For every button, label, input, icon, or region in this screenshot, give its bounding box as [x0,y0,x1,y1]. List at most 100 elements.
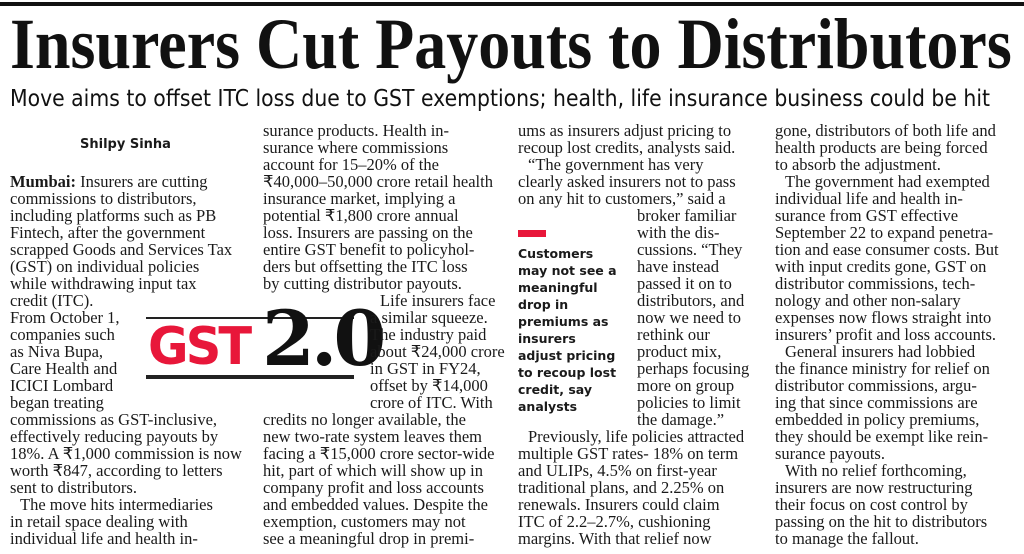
article-line: potential ₹1,800 crore annual [263,206,459,225]
top-rule [0,2,1024,6]
article-line: to absorb the adjustment. [775,155,941,174]
article-line: Previously, life policies attracted [528,427,745,446]
article-line: Fintech, after the government [10,223,206,242]
article-line: distributors, and [637,291,745,310]
gst-2-logo: GST 2.0 [146,299,386,381]
article-line: nology and other non-salary [775,291,961,310]
article-line: in retail space dealing with [10,512,188,531]
article-line: now we need to [637,308,742,327]
article-line: to manage the fallout. [775,529,919,548]
article-line: surance where commissions [263,138,449,157]
article-line: cussions. “They [637,240,743,259]
article-line: see a meaningful drop in premi- [263,529,475,548]
article-line: Life insurers face [380,291,496,310]
pull-quote-line: insurers [518,331,576,346]
article-line: distributor commissions, tech- [775,274,976,293]
article-line: commissions as GST-inclusive, [10,410,218,429]
article-line: ₹40,000–50,000 crore retail health [263,172,493,191]
article-line: insurers’ profit and loss accounts. [775,325,997,344]
article-line: insurers are now restructuring [775,478,973,497]
logo-text-gst: GST [148,317,252,377]
article-line: General insurers had lobbied [785,342,976,361]
subheadline: Move aims to offset ITC loss due to GST … [10,86,990,112]
article-line: their focus on cost control by [775,495,968,514]
headline: Insurers Cut Payouts to Distributors [10,4,1012,84]
article-line: exemption, customers may not [263,512,466,531]
article-line: more on group [637,376,735,395]
article-line: “The government has very [528,155,704,174]
article-line: 18%. A ₹1,000 commission is now [10,444,242,463]
article-line: individual life and health in- [10,529,198,548]
pull-quote-line: Customers [518,246,594,261]
article-line: a similar squeeze. [370,308,488,327]
article-line: September 22 to expand penetra- [775,223,994,242]
article-line: ICICI Lombard [10,376,114,395]
article-line: while withdrawing input tax [10,274,197,293]
article-line: health products are being forced [775,138,988,157]
article-line: insurance market, implying a [263,189,456,208]
article-line: gone, distributors of both life and [775,121,996,140]
article-line: loss. Insurers are passing on the [263,223,473,242]
article-line: With no relief forthcoming, [785,461,967,480]
article-line: ums as insurers adjust pricing to [518,121,732,140]
article-line: From October 1, [10,308,120,327]
article-line: including platforms such as PB [10,206,217,225]
article-line: worth ₹847, according to letters [10,461,223,480]
article-line: with input credits gone, GST on [775,257,987,276]
article-line: product mix, [637,342,722,361]
article-line: perhaps focusing [637,359,750,378]
article-line: surance products. Health in- [263,121,450,140]
article-line: began treating [10,393,104,412]
article-line: crore of ITC. With [370,393,493,412]
article-line: policies to limit [637,393,741,412]
article-line: as Niva Bupa, [10,342,104,361]
article-line: credits no longer available, the [263,410,466,429]
pull-quote-line: credit, say [518,382,592,397]
pull-quote-line: analysts [518,399,578,414]
article-line: rethink our [637,325,710,344]
article-line: multiple GST rates- 18% on term [518,444,739,463]
article-line: in GST in FY24, [370,359,481,378]
byline: Shilpy Sinha [80,137,171,152]
article-line: surance payouts. [775,444,885,463]
article-line: expenses now flows straight into [775,308,992,327]
article-line: hit, part of which will show up in [263,461,483,480]
article-line: ITC of 2.2–2.7%, cushioning [518,512,711,531]
article-line: offset by ₹14,000 [370,376,488,395]
article-line: new two-rate system leaves them [263,427,483,446]
article-line: (GST) on individual policies [10,257,200,276]
article-line: company profit and loss accounts [263,478,484,497]
article-line: The government had exempted [785,172,990,191]
dateline: Mumbai: [10,172,76,191]
article-line: surance from GST effective [775,206,959,225]
article-line: passing on the hit to distributors [775,512,988,531]
article-line: have instead [637,257,720,276]
article-line: credit (ITC). [10,291,94,310]
article-line: account for 15–20% of the [263,155,439,174]
article-line: traditional plans, and 2.25% on [518,478,725,497]
logo-rule-top [146,317,354,319]
article-line: Mumbai: Insurers are cutting [10,173,208,190]
article-line: passed it on to [637,274,732,293]
article-line: on any hit to customers,” said a [518,189,726,208]
article-line: about ₹24,000 crore [370,342,505,361]
article-line: entire GST benefit to policyhol- [263,240,475,259]
article-line: the damage.” [637,410,725,429]
pull-quote-line: may not see a [518,263,617,278]
article-line: the finance ministry for relief on [775,359,990,378]
article-line: they should be exempt like rein- [775,427,989,446]
article-line: scrapped Goods and Services Tax [10,240,233,259]
article-line: distributor commissions, argu- [775,376,977,395]
article-line-text: Insurers are cutting [76,172,208,191]
pull-quote-accent-bar [518,230,546,237]
article-line: Care Health and [10,359,118,378]
article-line: tion and ease consumer costs. But [775,240,999,259]
pull-quote-line: drop in [518,297,569,312]
article-line: clearly asked insurers not to pass [518,172,736,191]
article-line: ing that since commissions are [775,393,978,412]
pull-quote-line: to recoup lost [518,365,617,380]
article-line: by cutting distributor payouts. [263,274,462,293]
article-line: companies such [10,325,115,344]
article-line: sent to distributors. [10,478,137,497]
article-line: and embedded values. Despite the [263,495,488,514]
